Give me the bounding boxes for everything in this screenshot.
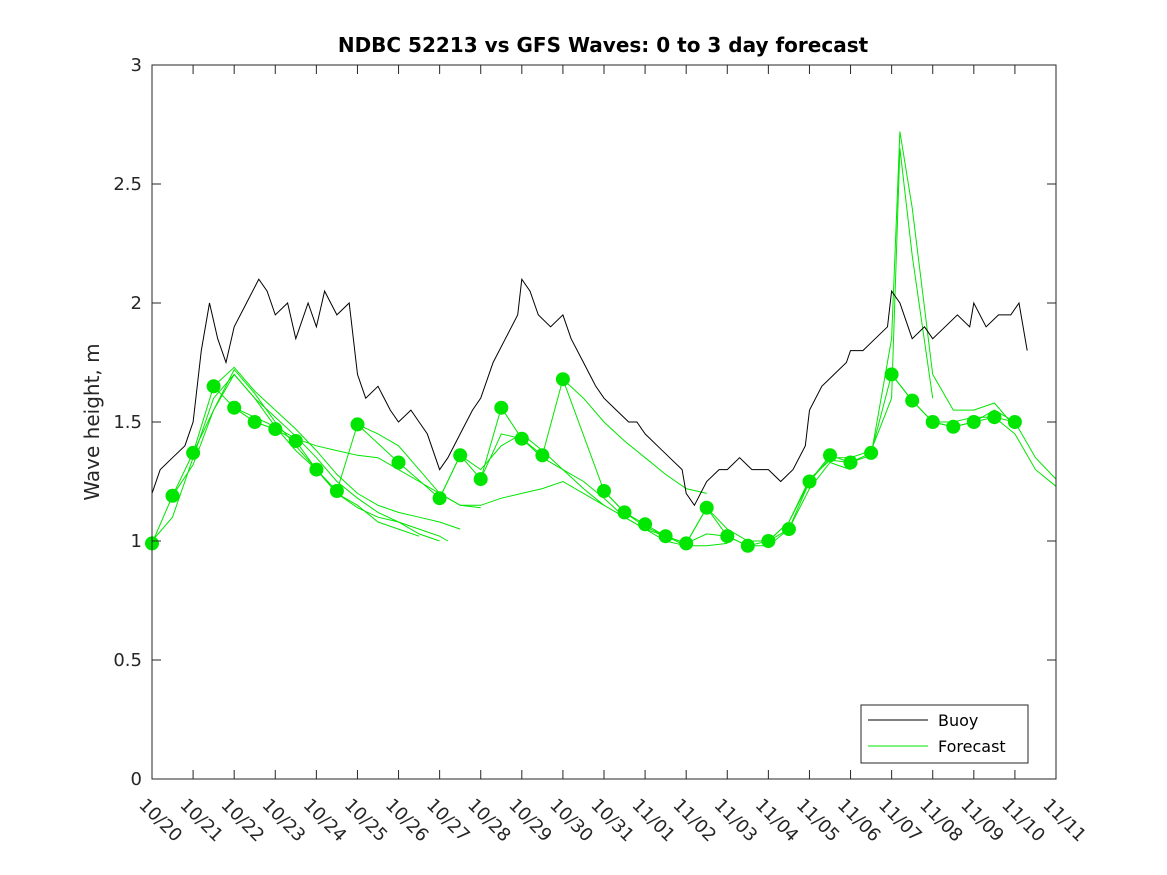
forecast-marker <box>966 415 981 429</box>
forecast-marker <box>247 415 262 429</box>
x-tick-label: 10/31 <box>586 795 638 847</box>
legend-box <box>860 704 1029 764</box>
y-axis-label: Wave height, m <box>80 343 104 500</box>
y-tick-labels: 0 0.5 1 1.5 2 2.5 3 <box>113 55 142 790</box>
x-tick-label: 10/23 <box>258 795 310 847</box>
y-tick-label: 2.5 <box>113 174 142 195</box>
x-tick-label: 11/01 <box>628 795 680 847</box>
forecast-marker <box>843 455 858 470</box>
forecast-run-line <box>562 378 707 494</box>
forecast-marker <box>884 367 899 382</box>
forecast-marker <box>987 410 1002 425</box>
forecast-marker <box>206 379 221 394</box>
legend-buoy-label: Buoy <box>938 711 978 730</box>
chart-title: NDBC 52213 vs GFS Waves: 0 to 3 day fore… <box>338 33 869 57</box>
forecast-marker <box>555 372 570 387</box>
legend-forecast-label: Forecast <box>938 737 1006 756</box>
forecast-marker <box>473 472 488 487</box>
x-tick-label: 10/30 <box>545 795 597 847</box>
forecast-marker <box>1007 415 1022 429</box>
x-tick-label: 10/24 <box>299 795 351 847</box>
legend: Buoy Forecast <box>860 704 1029 764</box>
x-tick-label: 10/26 <box>381 795 433 847</box>
forecast-marker <box>227 400 242 415</box>
forecast-marker <box>802 474 817 489</box>
forecast-marker <box>432 491 447 506</box>
x-tick-label: 11/10 <box>997 795 1049 847</box>
x-tick-label: 11/06 <box>833 795 885 847</box>
forecast-marker <box>720 529 735 544</box>
x-tick-label: 10/25 <box>340 795 392 847</box>
forecast-marker <box>535 448 550 463</box>
forecast-run-line <box>891 374 1056 487</box>
forecast-marker <box>268 422 283 437</box>
x-tick-label: 11/11 <box>1038 795 1090 847</box>
x-tick-label: 11/05 <box>792 795 844 847</box>
y-tick-label: 2 <box>131 293 142 314</box>
forecast-marker <box>925 415 940 429</box>
forecast-marker <box>638 517 653 532</box>
forecast-marker <box>597 484 611 498</box>
x-tick-labels: 10/2010/2110/2210/2310/2410/2510/2610/27… <box>134 795 1090 847</box>
forecast-marker <box>514 431 529 446</box>
forecast-marker <box>391 455 406 470</box>
forecast-marker <box>679 536 694 551</box>
forecast-marker <box>309 462 324 477</box>
axis-ticks <box>151 64 1057 780</box>
forecast-marker <box>864 445 879 460</box>
forecast-marker <box>453 448 468 463</box>
forecast-marker <box>350 417 365 432</box>
y-tick-label: 1.5 <box>113 412 142 433</box>
x-tick-label: 10/20 <box>134 795 186 847</box>
forecast-runs <box>152 131 1056 547</box>
forecast-marker <box>905 393 920 408</box>
forecast-run-line <box>213 366 461 530</box>
forecast-marker <box>761 534 776 548</box>
forecast-marker <box>658 529 673 544</box>
x-tick-label: 10/22 <box>217 795 269 847</box>
y-tick-label: 0.5 <box>113 650 142 671</box>
x-tick-label: 10/29 <box>504 795 556 847</box>
forecast-marker <box>288 434 303 448</box>
series-layer <box>152 277 1028 547</box>
buoy-series-line <box>152 277 1028 507</box>
x-tick-label: 10/21 <box>176 795 228 847</box>
forecast-marker <box>823 448 837 463</box>
y-tick-label: 1 <box>131 531 142 552</box>
x-tick-label: 11/07 <box>874 795 926 847</box>
x-tick-label: 11/02 <box>669 795 721 847</box>
x-tick-label: 11/04 <box>751 795 803 847</box>
forecast-marker <box>699 500 714 515</box>
forecast-marker <box>781 522 796 537</box>
forecast-run-line <box>357 423 605 506</box>
forecast-marker <box>946 419 961 434</box>
x-tick-label: 11/03 <box>710 795 762 847</box>
x-tick-label: 10/28 <box>463 795 515 847</box>
forecast-marker <box>740 538 755 553</box>
forecast-marker <box>165 488 180 503</box>
forecast-marker <box>617 505 632 520</box>
forecast-marker <box>186 445 201 460</box>
x-tick-label: 11/09 <box>956 795 1008 847</box>
forecast-series-line <box>152 373 1016 547</box>
forecast-markers <box>145 367 1022 553</box>
y-tick-label: 0 <box>131 769 142 790</box>
forecast-run-line <box>192 373 449 542</box>
x-tick-label: 10/27 <box>422 795 474 847</box>
forecast-marker <box>494 400 509 415</box>
forecast-marker <box>329 484 344 498</box>
y-tick-label: 3 <box>131 55 142 76</box>
x-tick-label: 11/08 <box>915 795 967 847</box>
